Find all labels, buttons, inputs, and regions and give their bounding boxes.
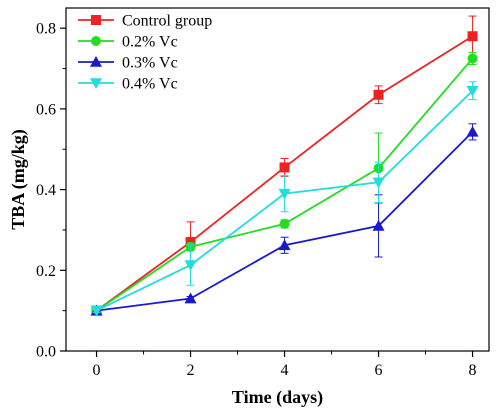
marker-square <box>373 89 384 100</box>
x-tick-label: 0 <box>93 362 101 379</box>
legend-item: Control group <box>78 13 212 30</box>
legend-item: 0.3% Vc <box>78 55 178 72</box>
legend-item: 0.4% Vc <box>78 76 178 93</box>
marker-triangle-down <box>90 305 103 317</box>
y-axis: 0.0 0.2 0.4 0.6 0.8 <box>36 21 66 361</box>
marker-triangle-up <box>184 292 197 304</box>
legend: Control group 0.2% Vc 0.3% Vc 0.4% Vc <box>78 13 212 93</box>
x-axis-title: Time (days) <box>232 387 323 408</box>
marker-circle <box>279 218 290 229</box>
x-tick-label: 2 <box>187 362 195 379</box>
legend-label: 0.2% Vc <box>122 34 178 51</box>
marker-triangle-down <box>90 78 102 89</box>
x-tick-label: 8 <box>469 362 477 379</box>
marker-triangle-up <box>278 239 291 251</box>
marker-circle <box>467 53 478 64</box>
y-tick-label: 0.4 <box>36 182 56 199</box>
marker-triangle-up <box>90 56 102 67</box>
marker-square <box>91 15 101 25</box>
y-axis-title: TBA (mg/kg) <box>8 129 29 230</box>
marker-triangle-down <box>372 177 385 189</box>
plot-frame <box>65 7 490 352</box>
y-tick-label: 0.8 <box>36 21 56 38</box>
marker-square <box>467 31 478 42</box>
y-tick-label: 0.0 <box>36 344 56 361</box>
plot-area <box>65 7 490 352</box>
x-axis: 0 2 4 6 8 <box>93 351 477 379</box>
marker-triangle-up <box>372 219 385 231</box>
marker-circle <box>91 36 101 46</box>
series-layer <box>90 15 479 317</box>
y-tick-label: 0.2 <box>36 263 56 280</box>
series-3 <box>90 81 479 317</box>
marker-triangle-down <box>466 85 479 97</box>
legend-item: 0.2% Vc <box>78 34 178 51</box>
legend-label: 0.4% Vc <box>122 76 178 93</box>
marker-triangle-down <box>184 260 197 272</box>
marker-triangle-up <box>466 125 479 137</box>
marker-triangle-down <box>278 188 291 200</box>
legend-label: Control group <box>122 13 212 30</box>
x-tick-label: 4 <box>281 362 289 379</box>
legend-label: 0.3% Vc <box>122 55 178 72</box>
y-tick-label: 0.6 <box>36 101 56 118</box>
x-tick-label: 6 <box>375 362 383 379</box>
marker-square <box>279 162 290 173</box>
